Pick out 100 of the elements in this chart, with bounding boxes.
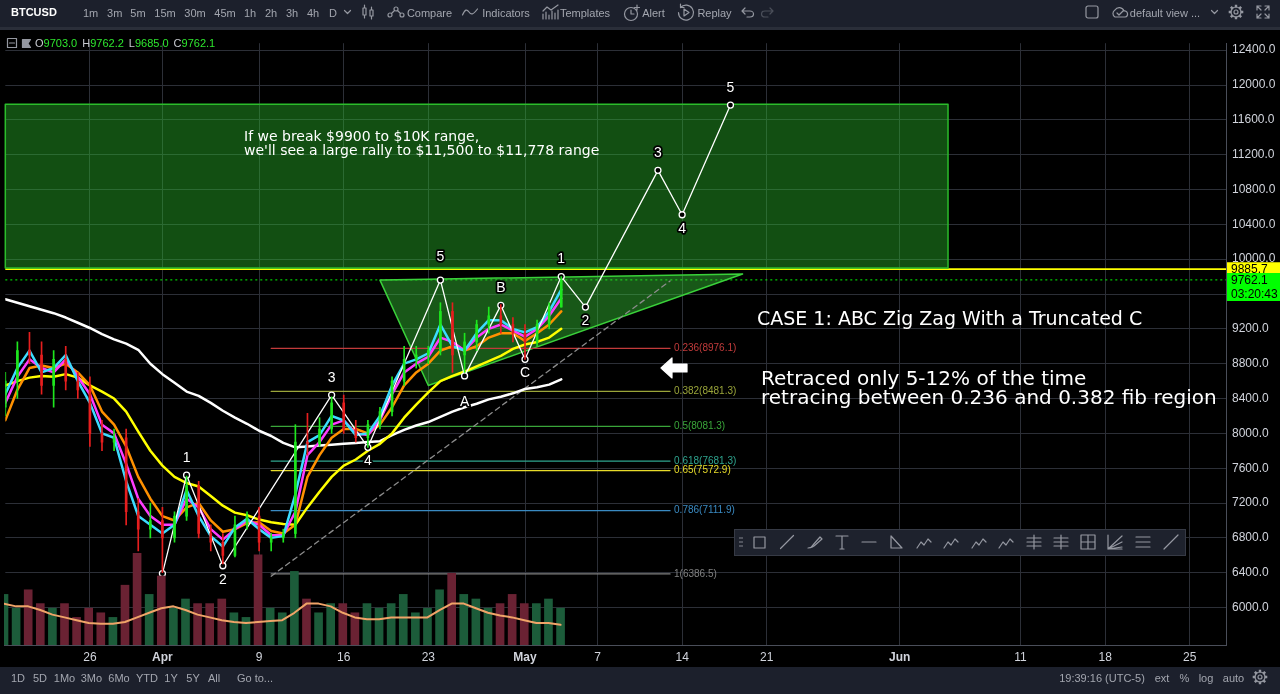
x-tick-label: 16 (337, 649, 351, 664)
y-tick-label: 12000.0 (1232, 77, 1276, 92)
candlestick (463, 332, 466, 373)
bar (519, 603, 529, 645)
candlestick (414, 345, 418, 369)
y-tick-label: 6800.0 (1232, 530, 1270, 545)
candlestick (40, 341, 43, 395)
bar (532, 603, 541, 645)
text: 3h (285, 6, 299, 20)
annotation: 2 (218, 570, 227, 587)
x-tick-label: 9 (255, 649, 263, 664)
chart-title: BTCUSD (11, 6, 57, 19)
text: 5m (130, 6, 146, 20)
y-tick-label: 11200.0 (1232, 146, 1275, 161)
chart-subtitle: O9703.0 H9762.2 L9685.0 C9762.1 (35, 37, 216, 49)
text: D (329, 6, 337, 20)
bar (411, 612, 420, 645)
candlestick (197, 480, 201, 539)
x-tick-label: May (513, 649, 537, 664)
y-tick-label: 10400.0 (1232, 216, 1276, 231)
bar (84, 607, 94, 645)
point (654, 166, 662, 174)
text: 30m (184, 6, 206, 20)
bar (181, 598, 190, 645)
series-label: 0.65(7572.9) (674, 464, 731, 476)
candlestick (185, 475, 188, 521)
annotation: 1 (182, 449, 191, 466)
bar (132, 553, 142, 645)
bar (544, 598, 553, 645)
x-tick-label: 11 (1014, 649, 1028, 664)
bar (314, 612, 323, 645)
candlestick (330, 396, 333, 434)
bar (144, 594, 154, 645)
series-label: 1(6386.5) (674, 567, 717, 579)
text: 19:39:16 (UTC-5) (1059, 670, 1145, 685)
bar (338, 603, 348, 645)
bar (60, 603, 69, 645)
candlestick (28, 332, 31, 365)
text: 1h (243, 6, 257, 20)
candlestick (306, 413, 309, 456)
point (726, 101, 735, 109)
candlestick (52, 350, 55, 408)
annotation: 5 (436, 247, 445, 264)
bar (556, 607, 565, 645)
x-tick-label: Jun (889, 649, 911, 664)
text: log (1198, 670, 1214, 685)
text: Go to... (236, 670, 274, 685)
point (182, 471, 191, 479)
text: 45m (214, 6, 236, 20)
bar (302, 598, 311, 645)
annotation: 2 (581, 311, 590, 328)
candlestick (318, 417, 321, 447)
y-tick-label: 11600.0 (1232, 112, 1275, 127)
text: 1D (10, 670, 26, 685)
annotation: C (519, 364, 531, 381)
text: auto (1222, 670, 1245, 685)
text: Indicators (482, 6, 530, 20)
text: 15m (154, 6, 176, 20)
text: 2h (264, 6, 278, 20)
bar (48, 607, 57, 645)
x-tick-label: 14 (675, 649, 690, 664)
bar (193, 603, 202, 645)
point (581, 303, 590, 311)
bar (217, 598, 227, 645)
candlestick (475, 319, 478, 351)
point (460, 372, 469, 380)
text: YTD (136, 670, 158, 685)
bar (398, 594, 408, 645)
bar (23, 589, 33, 645)
candlestick (16, 341, 19, 399)
candlestick (161, 507, 164, 574)
bar (72, 617, 81, 645)
x-tick-label: 21 (760, 649, 774, 664)
text: Templates (559, 6, 611, 20)
y-tick-label: 8000.0 (1232, 425, 1270, 440)
text: 4h (306, 6, 320, 20)
x-tick-label: 7 (594, 649, 602, 664)
text: 5D (32, 670, 48, 685)
x-tick-label: 23 (421, 649, 436, 664)
bar (156, 575, 166, 645)
text: Alert (642, 6, 665, 20)
y-tick-label: 6000.0 (1232, 599, 1270, 614)
x-tick-label: 25 (1183, 649, 1197, 664)
y-tick-label: 8800.0 (1232, 356, 1270, 371)
text: 5Y (186, 670, 200, 685)
series-label: 0.618(7681.3) (674, 454, 737, 466)
x-tick-label: 26 (83, 649, 97, 664)
candlestick (451, 302, 454, 373)
annotation: 4 (678, 219, 687, 236)
bar (205, 603, 215, 645)
text: % (1179, 670, 1190, 685)
y-tick-label: 7200.0 (1232, 495, 1270, 510)
y-tick-label: 10800.0 (1232, 181, 1276, 196)
annotation: 4 (363, 452, 372, 469)
candlestick (173, 511, 176, 543)
annotation: Retraced only 5-12% of the time retracing between 0.236 and 0.382 fib region (761, 365, 1217, 409)
y-tick-label: 9200.0 (1232, 321, 1270, 336)
point (678, 211, 686, 219)
point (327, 391, 336, 399)
text: 3m (107, 6, 123, 20)
